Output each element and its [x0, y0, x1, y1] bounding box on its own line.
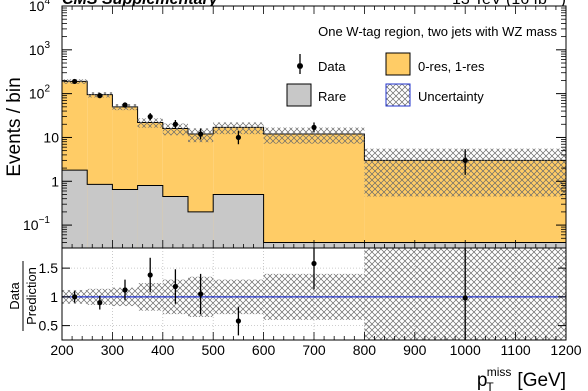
x-axis-label-sup: miss: [487, 365, 512, 379]
ratio-xtick-label-0: 200: [50, 342, 74, 358]
legend: Data 0-res, 1-res Rare Uncertainty: [286, 52, 485, 107]
main-ytick-label-3: 102: [29, 84, 51, 102]
ratio-ytick-label-0: 0.5: [39, 318, 59, 334]
ratio-ytick-label-1: 1: [50, 289, 58, 305]
ratio-xtick-label-3: 500: [202, 342, 226, 358]
x-axis-label-main: p: [477, 370, 488, 391]
legend-data: Data: [297, 54, 346, 74]
main-ytick-label-0: 10−1: [23, 215, 50, 233]
ratio-xtick-label-8: 1000: [450, 342, 481, 358]
legend-data-label: Data: [318, 59, 346, 74]
main-panel: 10−1 1 10 102 103 104 Events / bin One W-tag …: [4, 0, 567, 249]
ratio-point-3: [147, 272, 153, 278]
bar-rare-5: [188, 211, 214, 248]
legend-rare-label: Rare: [318, 89, 346, 104]
bar-rare-6: [213, 194, 264, 248]
ratio-y-label: Data Prediction: [7, 261, 39, 331]
data-point-4: [172, 121, 178, 127]
ratio-xtick-label-4: 600: [252, 342, 276, 358]
data-point-7: [311, 124, 317, 130]
ratio-point-7: [311, 260, 317, 267]
ratio-xtick-label-7: 900: [403, 342, 427, 358]
bar-rare-1: [87, 184, 113, 248]
region-label: One W-tag region, two jets with WZ mass: [318, 24, 557, 39]
ratio-xtick-label-5: 700: [302, 342, 326, 358]
ratio-point-1: [97, 300, 103, 306]
main-ytick-label-4: 103: [29, 40, 51, 58]
ratio-ytick-label-2: 1.5: [39, 260, 59, 276]
data-point-0: [72, 78, 78, 85]
ratio-point-8: [462, 295, 468, 301]
legend-rare: Rare: [286, 83, 346, 107]
ratio-xtick-label-10: 1200: [550, 342, 581, 358]
main-y-label: Events / bin: [4, 77, 25, 176]
uncertainty-band-7: [263, 127, 365, 144]
uncertainty-band-6: [213, 122, 264, 135]
ratio-xtick-label-9: 1100: [501, 342, 531, 358]
ratio-point-0: [72, 294, 78, 300]
ratio-point-2: [122, 287, 128, 293]
data-point-3: [147, 113, 153, 120]
ratio-y-label-top: Data: [7, 282, 22, 310]
uncertainty-band-4: [162, 123, 188, 136]
legend-0res-1res-label: 0-res, 1-res: [418, 59, 485, 74]
ratio-point-5: [198, 291, 204, 297]
data-point-1: [97, 93, 103, 99]
main-ytick-label-5: 104: [29, 0, 51, 14]
bar-0res-1res-7: [263, 133, 365, 248]
bar-rare-4: [162, 196, 188, 248]
x-axis-label-sub: T: [486, 380, 494, 391]
header-left: CMS Supplementary: [62, 0, 219, 8]
data-point-8: [462, 157, 468, 163]
bar-rare-2: [112, 189, 138, 248]
uncertainty-band-3: [137, 118, 163, 128]
main-ytick-label-2: 10: [43, 129, 59, 145]
main-ytick-label-1: 1: [51, 173, 59, 189]
ratio-xtick-label-1: 300: [101, 342, 125, 358]
x-axis-label-unit: [GeV]: [517, 370, 566, 391]
bar-rare-0: [62, 170, 88, 248]
header-right: 13 TeV (16 fb⁻¹): [452, 0, 566, 8]
legend-0res-1res: 0-res, 1-res: [385, 52, 485, 76]
data-point-2: [122, 102, 128, 108]
bar-rare-3: [137, 185, 163, 248]
data-point-6: [235, 134, 241, 141]
ratio-y-label-bottom: Prediction: [24, 267, 39, 325]
ratio-panel: 0.5 1 1.5 200 300 400 500 600 700 800 900 1000 1100 1…: [7, 247, 582, 391]
ratio-point-4: [172, 283, 178, 290]
ratio-point-6: [235, 318, 241, 324]
legend-uncertainty: Uncertainty: [385, 83, 484, 107]
ratio-xtick-label-6: 800: [353, 342, 377, 358]
legend-uncertainty-label: Uncertainty: [418, 89, 484, 104]
ratio-xtick-label-2: 400: [151, 342, 175, 358]
data-point-5: [198, 131, 204, 137]
x-axis-label: pTmiss [GeV]: [477, 365, 566, 391]
